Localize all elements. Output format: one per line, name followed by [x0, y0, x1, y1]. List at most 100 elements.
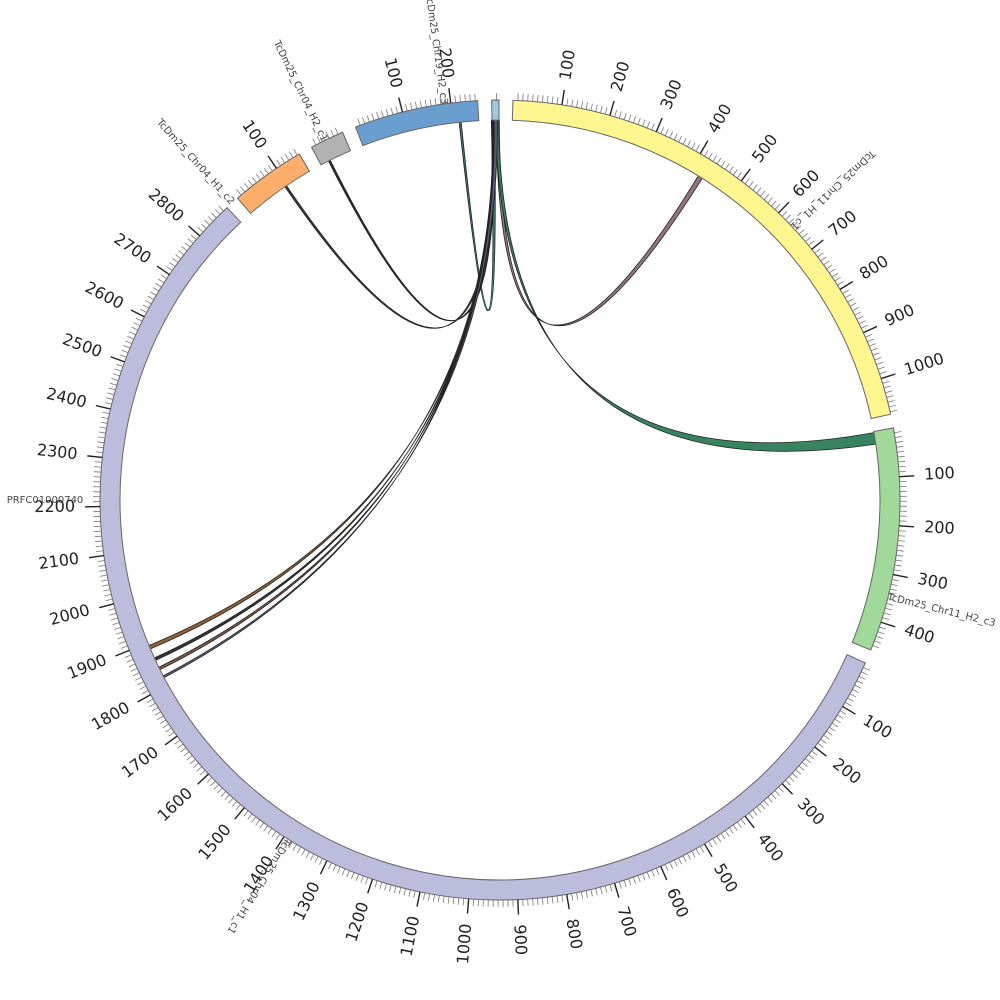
- minor-tick: [847, 697, 854, 702]
- minor-tick: [457, 897, 460, 905]
- minor-tick: [398, 887, 402, 895]
- tick-label: 600: [663, 885, 693, 921]
- minor-tick: [896, 554, 904, 557]
- minor-tick: [255, 173, 261, 180]
- minor-tick: [546, 897, 549, 905]
- minor-tick: [691, 142, 696, 150]
- major-tick: [703, 843, 713, 858]
- minor-tick: [134, 676, 142, 681]
- minor-tick: [678, 135, 683, 143]
- minor-tick: [637, 875, 641, 883]
- minor-tick: [823, 260, 830, 266]
- minor-tick: [651, 123, 655, 131]
- minor-tick: [712, 838, 717, 845]
- minor-tick: [774, 204, 781, 210]
- minor-tick: [858, 675, 866, 680]
- tick-label: 700: [614, 904, 641, 939]
- major-tick: [863, 325, 878, 334]
- minor-tick: [646, 871, 651, 879]
- tick-label: 1200: [342, 899, 373, 944]
- minor-tick: [149, 702, 156, 708]
- minor-tick: [243, 810, 249, 817]
- major-tick: [811, 239, 824, 250]
- minor-tick: [752, 184, 758, 191]
- minor-tick: [150, 291, 157, 296]
- minor-tick: [147, 295, 155, 300]
- minor-tick: [110, 617, 118, 621]
- segment-label: TcDm25_Chr04_H1_c1: [224, 835, 293, 936]
- minor-tick: [114, 368, 122, 372]
- minor-tick: [834, 276, 841, 282]
- minor-tick: [115, 631, 123, 635]
- minor-tick: [678, 857, 683, 865]
- minor-tick: [108, 608, 116, 611]
- minor-tick: [798, 229, 805, 235]
- minor-tick: [424, 99, 427, 107]
- minor-tick: [423, 892, 426, 900]
- minor-tick: [428, 893, 431, 901]
- major-tick: [842, 705, 856, 715]
- minor-tick: [109, 382, 117, 386]
- minor-tick: [166, 266, 173, 271]
- minor-tick: [181, 246, 188, 252]
- major-tick: [88, 554, 104, 559]
- minor-tick: [876, 361, 884, 365]
- minor-tick: [360, 875, 364, 883]
- minor-tick: [196, 766, 203, 772]
- minor-tick: [798, 765, 805, 771]
- minor-tick: [618, 881, 622, 889]
- minor-tick: [199, 770, 206, 776]
- minor-tick: [551, 896, 554, 904]
- minor-tick: [695, 145, 700, 152]
- major-tick: [778, 201, 790, 214]
- minor-tick: [728, 827, 734, 834]
- minor-tick: [429, 98, 432, 107]
- minor-tick: [102, 584, 110, 587]
- minor-tick: [673, 859, 678, 867]
- minor-tick: [117, 636, 125, 640]
- minor-tick: [895, 436, 903, 438]
- minor-tick: [740, 818, 746, 825]
- minor-tick: [595, 888, 598, 896]
- minor-tick: [886, 395, 894, 398]
- minor-tick: [894, 431, 902, 434]
- minor-tick: [160, 274, 167, 280]
- major-tick: [466, 898, 470, 914]
- minor-tick: [120, 645, 128, 649]
- minor-tick: [897, 545, 905, 547]
- minor-tick: [895, 441, 903, 443]
- minor-tick: [849, 693, 857, 698]
- minor-tick: [247, 813, 253, 820]
- major-tick: [130, 309, 145, 318]
- minor-tick: [231, 800, 238, 807]
- minor-tick: [854, 311, 862, 316]
- minor-tick: [893, 569, 901, 572]
- minor-tick: [890, 583, 898, 587]
- minor-tick: [894, 564, 902, 567]
- tick-label: 400: [902, 620, 937, 647]
- minor-tick: [888, 404, 896, 408]
- minor-tick: [897, 540, 905, 542]
- major-tick: [115, 649, 130, 657]
- major-tick: [781, 783, 794, 795]
- minor-tick: [454, 95, 457, 103]
- minor-tick: [839, 710, 847, 715]
- minor-tick: [556, 895, 559, 903]
- minor-tick: [788, 218, 795, 224]
- minor-tick: [664, 129, 669, 136]
- tick-label: 300: [656, 77, 685, 113]
- minor-tick: [664, 864, 669, 871]
- minor-tick: [763, 194, 770, 200]
- minor-tick: [292, 844, 297, 851]
- minor-tick: [251, 816, 257, 823]
- minor-tick: [133, 322, 141, 327]
- minor-tick: [452, 897, 455, 905]
- minor-tick: [599, 887, 603, 895]
- minor-tick: [240, 186, 246, 193]
- minor-tick: [571, 893, 574, 901]
- minor-tick: [236, 189, 242, 196]
- minor-tick: [214, 209, 221, 215]
- minor-tick: [305, 851, 310, 859]
- minor-tick: [263, 167, 269, 175]
- minor-tick: [444, 96, 447, 104]
